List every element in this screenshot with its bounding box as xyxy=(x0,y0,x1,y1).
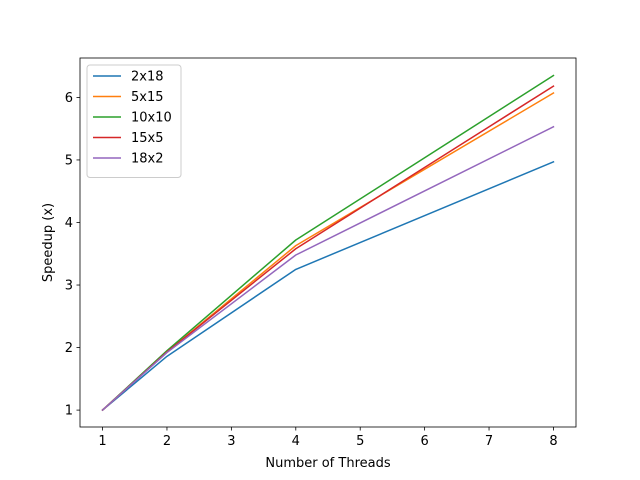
legend-label-4: 18x2 xyxy=(131,152,164,167)
series-line-4 xyxy=(101,125,555,412)
x-axis-ticks: 1 2 3 4 5 6 7 8 xyxy=(98,427,558,449)
legend-label-1: 5x15 xyxy=(131,90,164,105)
y-tick-label: 2 xyxy=(65,341,73,356)
x-tick-label: 8 xyxy=(549,434,557,449)
x-tick-label: 6 xyxy=(420,434,428,449)
x-tick-label: 3 xyxy=(227,434,235,449)
legend-label-2: 10x10 xyxy=(131,111,172,126)
x-tick-label: 4 xyxy=(292,434,300,449)
y-axis-label: Speedup (x) xyxy=(41,203,56,282)
y-axis-ticks: 1 2 3 4 5 6 xyxy=(65,91,80,419)
x-tick-label: 1 xyxy=(98,434,106,449)
x-axis-label: Number of Threads xyxy=(265,456,390,471)
y-tick-label: 1 xyxy=(65,404,73,419)
y-tick-label: 5 xyxy=(65,153,73,168)
legend-label-0: 2x18 xyxy=(131,70,164,85)
legend: 2x18 5x15 10x10 15x5 18x2 xyxy=(86,64,182,178)
legend-label-3: 15x5 xyxy=(131,131,164,146)
legend-box xyxy=(86,64,182,178)
series-line-0 xyxy=(101,160,555,412)
plot-frame xyxy=(79,57,577,428)
x-tick-label: 7 xyxy=(485,434,493,449)
x-tick-label: 2 xyxy=(163,434,171,449)
y-tick-label: 4 xyxy=(65,216,73,231)
series-layer xyxy=(101,74,555,412)
y-tick-label: 6 xyxy=(65,91,73,106)
x-tick-label: 5 xyxy=(356,434,364,449)
y-tick-label: 3 xyxy=(65,279,73,294)
